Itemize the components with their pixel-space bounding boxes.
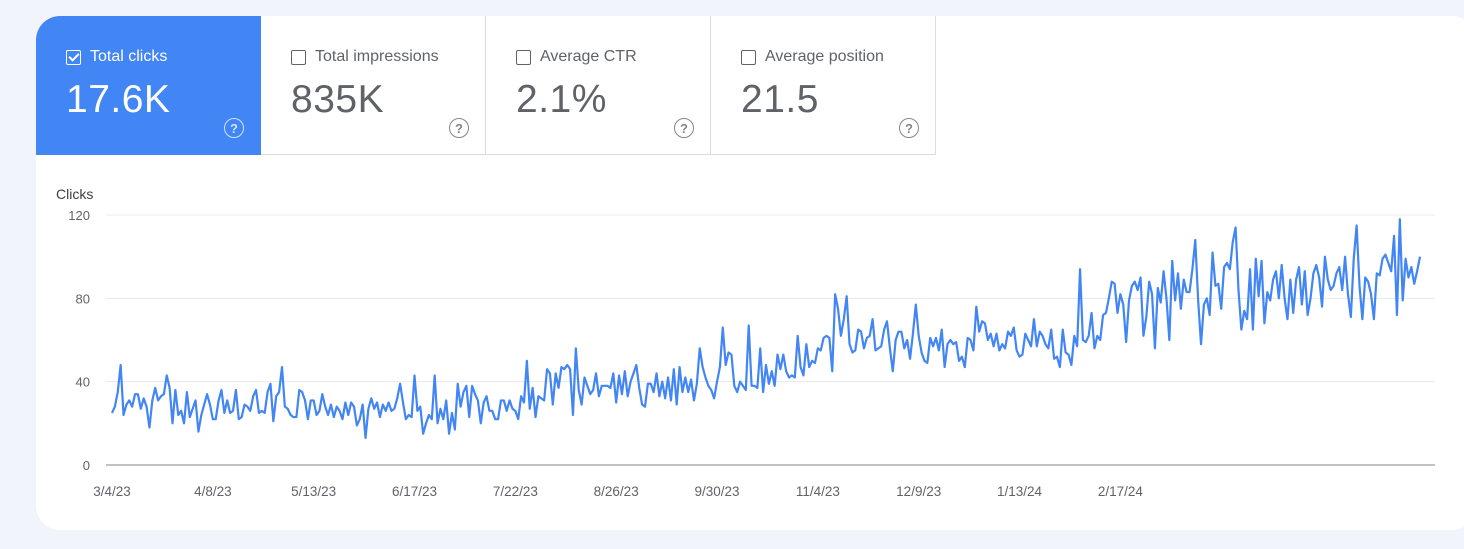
y-tick-label: 40 — [76, 375, 90, 390]
checkbox-checked-icon[interactable] — [66, 49, 81, 65]
tile-label: Total impressions — [315, 48, 439, 65]
x-tick-label: 12/9/23 — [896, 484, 941, 499]
help-icon[interactable]: ? — [899, 118, 919, 138]
checkbox-unchecked-icon[interactable] — [741, 49, 756, 65]
tile-value: 835K — [291, 78, 385, 121]
tile-total-clicks[interactable]: Total clicks 17.6K ? — [36, 16, 261, 155]
metric-tiles: Total clicks 17.6K ? Total impressions 8… — [36, 16, 936, 155]
x-tick-label: 7/22/23 — [493, 484, 538, 499]
chart-grid — [106, 214, 1435, 466]
x-axis-ticks: 3/4/23 4/8/23 5/13/23 6/17/23 7/22/23 8/26/23… — [93, 484, 1143, 499]
performance-card: Total clicks 17.6K ? Total impressions 8… — [36, 16, 1464, 530]
tile-value: 17.6K — [66, 78, 171, 121]
tile-value: 21.5 — [741, 78, 819, 121]
y-tick-label: 120 — [68, 208, 90, 223]
x-tick-label: 4/8/23 — [194, 484, 232, 499]
x-tick-label: 8/26/23 — [594, 484, 639, 499]
clicks-line-chart: 0 40 80 120 3/4/23 4/8/23 5/13/23 6/17/23 7/22/… — [68, 208, 1435, 499]
tile-total-impressions[interactable]: Total impressions 835K ? — [261, 16, 486, 155]
tile-label: Average position — [765, 48, 884, 65]
tile-label: Average CTR — [540, 48, 637, 65]
y-tick-label: 80 — [76, 291, 90, 306]
x-tick-label: 3/4/23 — [93, 484, 131, 499]
x-tick-label: 9/30/23 — [694, 484, 739, 499]
tile-value: 2.1% — [516, 78, 607, 121]
x-tick-label: 2/17/24 — [1098, 484, 1144, 499]
checkbox-unchecked-icon[interactable] — [291, 49, 306, 65]
tile-average-ctr[interactable]: Average CTR 2.1% ? — [486, 16, 711, 155]
help-icon[interactable]: ? — [674, 118, 694, 138]
help-icon[interactable]: ? — [449, 118, 469, 138]
checkbox-unchecked-icon[interactable] — [516, 49, 531, 65]
y-tick-label: 0 — [83, 458, 90, 473]
x-tick-label: 11/4/23 — [796, 484, 840, 499]
y-axis-title: Clicks — [56, 186, 94, 202]
x-tick-label: 6/17/23 — [392, 484, 437, 499]
help-icon[interactable]: ? — [224, 118, 244, 138]
x-tick-label: 5/13/23 — [291, 484, 336, 499]
tile-label: Total clicks — [90, 48, 168, 65]
clicks-series-line[interactable] — [111, 218, 1422, 440]
y-axis-ticks: 0 40 80 120 — [68, 208, 90, 473]
x-tick-label: 1/13/24 — [997, 484, 1043, 499]
tile-average-position[interactable]: Average position 21.5 ? — [711, 16, 936, 155]
